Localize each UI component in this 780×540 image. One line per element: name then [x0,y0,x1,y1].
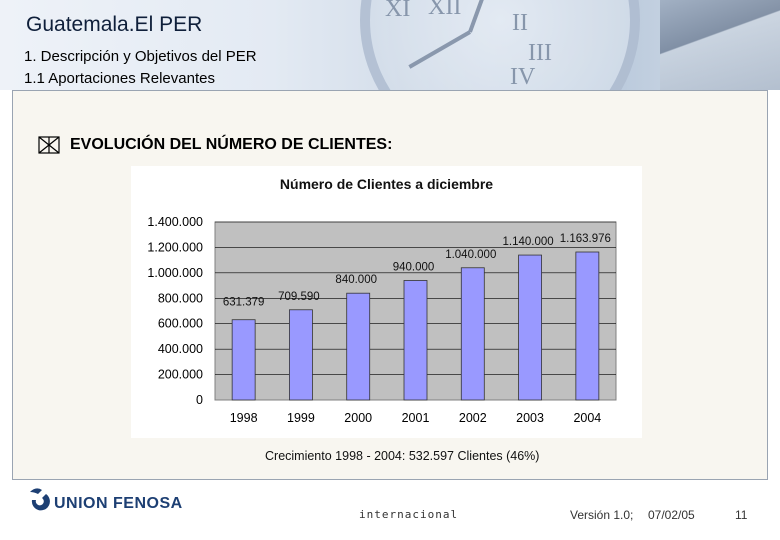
international-label: internacional [359,508,459,521]
x-tick-label: 2003 [516,411,544,425]
data-label: 709.590 [278,291,320,303]
section-heading: 1. Descripción y Objetivos del PER [24,48,257,65]
brand-name: UNION FENOSA [54,495,183,512]
bar [289,309,313,401]
union-fenosa-logo [30,488,50,511]
data-label: 840.000 [335,274,377,286]
data-label: 940.000 [393,261,435,273]
building-image [660,0,780,90]
bar [231,319,256,401]
x-tick-label: 1999 [287,411,315,425]
subsection-heading: 1.1 Aportaciones Relevantes [24,70,215,87]
x-tick-label: 2004 [573,411,601,425]
clock-image [360,0,640,90]
clock-numeral-decoration: III [528,40,552,66]
bar [460,267,485,401]
growth-note: Crecimiento 1998 - 2004: 532.597 Cliente… [265,449,540,463]
version-label: Versión 1.0; [570,508,634,522]
clock-numeral-decoration: IV [510,64,536,90]
y-tick-label: 800.000 [158,291,203,305]
clock-numeral-decoration: II [512,10,528,36]
page-title: Guatemala.El PER [26,13,203,36]
bar [575,251,600,401]
y-tick-label: 600.000 [158,317,203,331]
y-tick-label: 1.000.000 [147,266,203,280]
envelope-bullet-icon [38,136,60,154]
data-label: 1.040.000 [445,249,496,261]
clock-numeral-decoration: XII [428,0,462,20]
y-tick-label: 1.200.000 [147,240,203,254]
section-title: EVOLUCIÓN DEL NÚMERO DE CLIENTES: [70,136,393,153]
header-banner: XI XII II III IV [0,0,780,90]
data-label: 1.163.976 [560,233,611,245]
x-tick-label: 1998 [230,411,258,425]
clock-numeral-decoration: XI [385,0,411,22]
x-tick-label: 2002 [459,411,487,425]
bar [518,254,542,401]
bar-chart: 0 200.000 400.000 600.000 800.000 1.000.000 1.… [147,215,617,425]
data-label: 1.140.000 [502,236,553,248]
y-tick-label: 200.000 [158,368,203,382]
y-tick-label: 400.000 [158,342,203,356]
x-tick-label: 2001 [402,411,430,425]
chart-container: Número de Clientes a diciembre 0 200.000 4… [131,166,642,438]
x-tick-label: 2000 [344,411,372,425]
y-tick-label: 0 [196,393,203,407]
data-label: 631.379 [223,297,265,309]
y-tick-label: 1.400.000 [147,215,203,229]
bar [403,280,428,401]
chart-title: Número de Clientes a diciembre [279,176,494,192]
bar [346,292,371,401]
page-number: 11 [735,508,748,522]
date-label: 07/02/05 [648,508,695,522]
